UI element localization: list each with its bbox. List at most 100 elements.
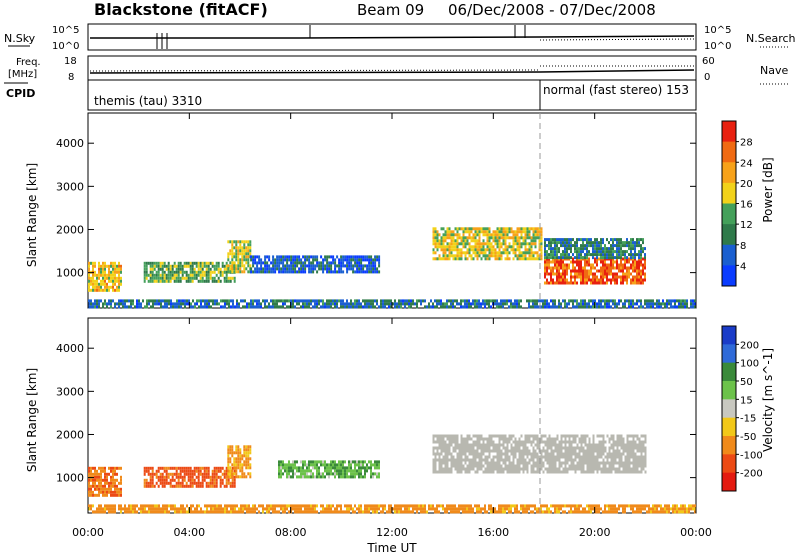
power-cell — [626, 244, 628, 247]
velocity-cell — [483, 453, 485, 456]
velocity-cell — [637, 468, 639, 471]
power-cell — [404, 305, 406, 308]
velocity-cell — [623, 462, 625, 465]
power-cell — [586, 276, 588, 279]
power-cell — [432, 302, 434, 305]
power-cell — [300, 270, 302, 273]
power-cell — [630, 302, 632, 305]
power-cell — [239, 243, 241, 246]
power-cell — [608, 267, 610, 270]
velocity-cell — [457, 453, 459, 456]
velocity-cell — [605, 447, 607, 450]
power-cell — [154, 280, 156, 283]
velocity-cell — [176, 473, 178, 476]
power-cell — [90, 302, 92, 305]
power-cell — [580, 247, 582, 250]
power-cell — [457, 254, 459, 257]
power-cell — [507, 245, 509, 248]
power-cell — [176, 280, 178, 283]
power-cell — [503, 242, 505, 245]
power-cell — [507, 257, 509, 260]
power-cell — [112, 299, 114, 302]
power-cell — [642, 264, 644, 267]
velocity-cell — [495, 465, 497, 468]
power-cell — [610, 273, 612, 276]
power-cell — [354, 305, 356, 308]
power-cell — [232, 277, 234, 280]
power-cell — [156, 299, 158, 302]
velocity-cell — [112, 491, 114, 494]
velocity-cell — [565, 471, 567, 474]
power-cell — [558, 238, 560, 241]
power-cell — [552, 253, 554, 256]
power-cell — [150, 265, 152, 268]
velocity-cell — [577, 468, 579, 471]
velocity-cell — [445, 462, 447, 465]
power-cell — [194, 274, 196, 277]
power-cell — [234, 277, 236, 280]
velocity-cell — [216, 510, 218, 513]
power-colorbar-swatch — [722, 265, 736, 286]
velocity-cell — [565, 438, 567, 441]
power-cell — [272, 302, 274, 305]
velocity-cell — [627, 459, 629, 462]
velocity-cell — [585, 456, 587, 459]
power-cell — [304, 305, 306, 308]
velocity-cell — [587, 435, 589, 438]
power-cell — [284, 302, 286, 305]
velocity-cell — [455, 438, 457, 441]
velocity-cell — [112, 479, 114, 482]
velocity-cell — [437, 459, 439, 462]
power-cell — [443, 251, 445, 254]
power-cell — [202, 265, 204, 268]
power-cell — [162, 305, 164, 308]
power-cell — [457, 230, 459, 233]
velocity-cell — [637, 471, 639, 474]
velocity-cell — [368, 466, 370, 469]
velocity-cell — [489, 453, 491, 456]
power-cell — [658, 305, 660, 308]
power-cell — [560, 253, 562, 256]
power-cell — [102, 262, 104, 265]
power-cell — [574, 279, 576, 282]
velocity-cell — [587, 462, 589, 465]
velocity-cell — [601, 453, 603, 456]
power-cell — [624, 305, 626, 308]
velocity-cell — [455, 435, 457, 438]
power-cell — [521, 230, 523, 233]
power-cell — [469, 236, 471, 239]
power-cell — [241, 264, 243, 267]
power-cell — [228, 277, 230, 280]
velocity-cell — [507, 471, 509, 474]
power-cell — [566, 279, 568, 282]
power-cell — [636, 264, 638, 267]
power-cell — [578, 247, 580, 250]
power-cell — [525, 254, 527, 257]
velocity-cell — [473, 444, 475, 447]
velocity-cell — [473, 450, 475, 453]
power-cell — [491, 242, 493, 245]
power-cell — [168, 274, 170, 277]
power-cell — [208, 277, 210, 280]
velocity-cell — [249, 472, 251, 475]
velocity-cell — [499, 465, 501, 468]
velocity-cell — [611, 459, 613, 462]
velocity-cell — [633, 468, 635, 471]
power-cell — [304, 261, 306, 264]
power-cell — [90, 305, 92, 308]
velocity-cell — [617, 438, 619, 441]
power-cell — [616, 282, 618, 285]
velocity-cell — [94, 470, 96, 473]
velocity-cell — [589, 453, 591, 456]
power-cell — [308, 270, 310, 273]
velocity-cell — [158, 470, 160, 473]
velocity-cell — [354, 475, 356, 478]
power-cell — [247, 270, 249, 273]
power-cell — [519, 251, 521, 254]
velocity-cell — [378, 463, 380, 466]
velocity-cell — [601, 471, 603, 474]
power-cell — [433, 242, 435, 245]
power-cell — [505, 227, 507, 230]
power-cell — [90, 280, 92, 283]
velocity-cell — [531, 471, 533, 474]
